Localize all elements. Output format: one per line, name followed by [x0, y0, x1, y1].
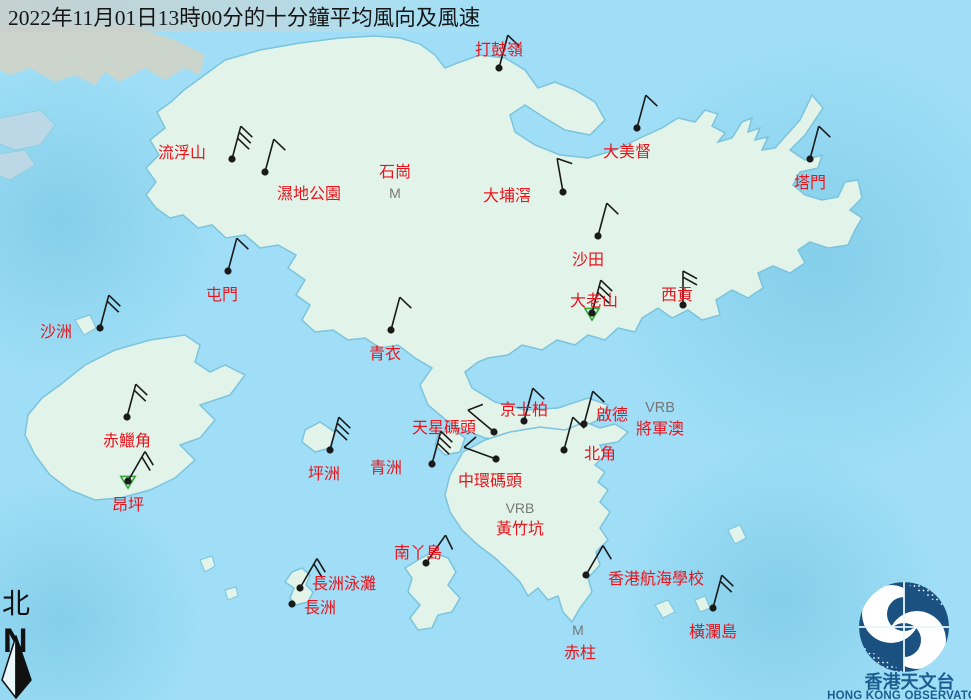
- svg-text:黃竹坑: 黃竹坑: [496, 520, 544, 538]
- svg-text:中環碼頭: 中環碼頭: [458, 472, 522, 490]
- svg-text:西貢: 西貢: [661, 287, 693, 304]
- svg-text:大埔滘: 大埔滘: [483, 187, 531, 205]
- svg-text:打鼓嶺: 打鼓嶺: [475, 41, 523, 59]
- svg-text:北: 北: [2, 588, 30, 619]
- svg-text:橫瀾島: 橫瀾島: [689, 623, 737, 641]
- svg-text:天星碼頭: 天星碼頭: [412, 419, 476, 437]
- svg-text:沙洲: 沙洲: [40, 324, 72, 341]
- svg-text:青洲: 青洲: [370, 459, 402, 477]
- svg-text:長洲泳灘: 長洲泳灘: [312, 575, 376, 593]
- svg-text:流浮山: 流浮山: [158, 144, 206, 162]
- svg-text:大美督: 大美督: [603, 143, 651, 161]
- svg-text:北角: 北角: [584, 445, 616, 463]
- svg-text:將軍澳: 將軍澳: [636, 420, 684, 438]
- svg-text:塔門: 塔門: [794, 174, 826, 192]
- svg-text:長洲: 長洲: [304, 599, 336, 617]
- svg-text:沙田: 沙田: [572, 252, 604, 269]
- svg-text:M: M: [572, 622, 584, 638]
- svg-text:昂坪: 昂坪: [112, 496, 144, 514]
- svg-text:VRB: VRB: [506, 500, 535, 516]
- svg-text:坪洲: 坪洲: [308, 465, 340, 483]
- svg-text:啟德: 啟德: [596, 406, 628, 424]
- svg-text:屯門: 屯門: [206, 286, 238, 304]
- svg-text:南丫島: 南丫島: [394, 544, 442, 562]
- svg-text:赤柱: 赤柱: [564, 644, 596, 662]
- svg-text:京士柏: 京士柏: [500, 401, 548, 419]
- svg-text:石崗: 石崗: [379, 163, 411, 181]
- svg-text:VRB: VRB: [645, 400, 675, 416]
- svg-text:大老山: 大老山: [570, 292, 618, 310]
- svg-text:青衣: 青衣: [369, 345, 401, 363]
- svg-text:香港航海學校: 香港航海學校: [608, 570, 704, 588]
- svg-text:M: M: [389, 185, 401, 201]
- svg-text:赤鱲角: 赤鱲角: [103, 432, 151, 450]
- svg-text:濕地公園: 濕地公園: [277, 185, 341, 203]
